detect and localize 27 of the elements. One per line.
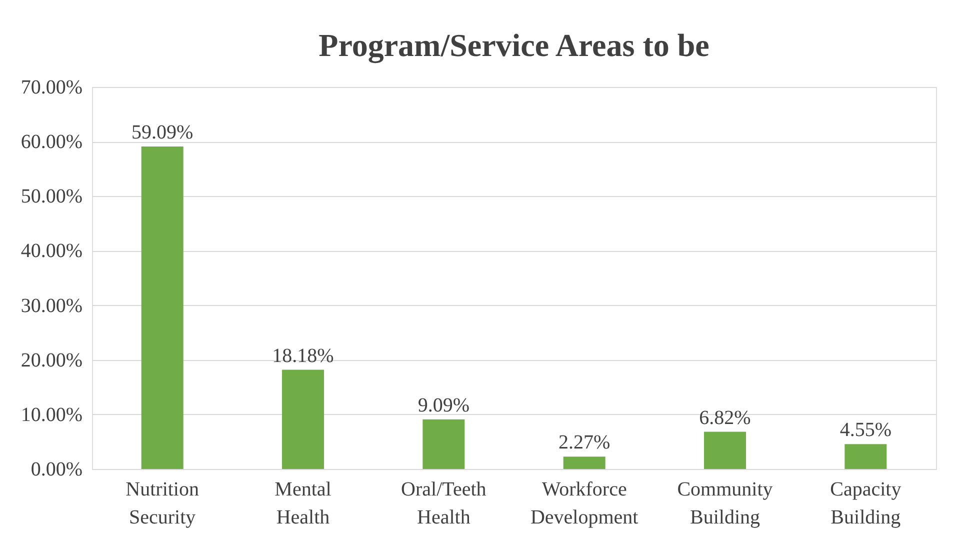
y-tick-label: 70.00% [20, 76, 82, 98]
data-label: 4.55% [840, 419, 892, 442]
x-tick-label: Mental Health [274, 478, 332, 528]
bar [704, 432, 746, 469]
y-tick-label: 20.00% [20, 349, 82, 372]
data-label: 2.27% [558, 432, 610, 454]
bar [282, 370, 324, 469]
data-label: 59.09% [131, 122, 194, 144]
y-tick-label: 0.00% [30, 458, 82, 480]
bar [422, 419, 465, 469]
x-tick-label: Community Building [677, 478, 773, 528]
x-tick-label: Capacity Building [830, 478, 902, 528]
y-tick-label: 30.00% [20, 294, 82, 317]
bar [563, 456, 606, 469]
y-tick-label: 60.00% [20, 131, 82, 154]
x-tick-label: Oral/Teeth Health [401, 478, 486, 528]
y-tick-label: 50.00% [20, 186, 82, 208]
x-tick-label: Workforce Development [530, 478, 639, 528]
y-tick-label: 10.00% [20, 404, 82, 426]
bar [141, 146, 184, 469]
y-tick-label: 40.00% [20, 240, 82, 262]
bar [844, 444, 887, 469]
x-tick-label: Nutrition Security [126, 478, 200, 528]
chart-title: Program/Service Areas to be [318, 27, 710, 64]
data-label: 18.18% [272, 344, 334, 367]
data-label: 9.09% [418, 394, 470, 416]
data-label: 6.82% [699, 406, 751, 429]
